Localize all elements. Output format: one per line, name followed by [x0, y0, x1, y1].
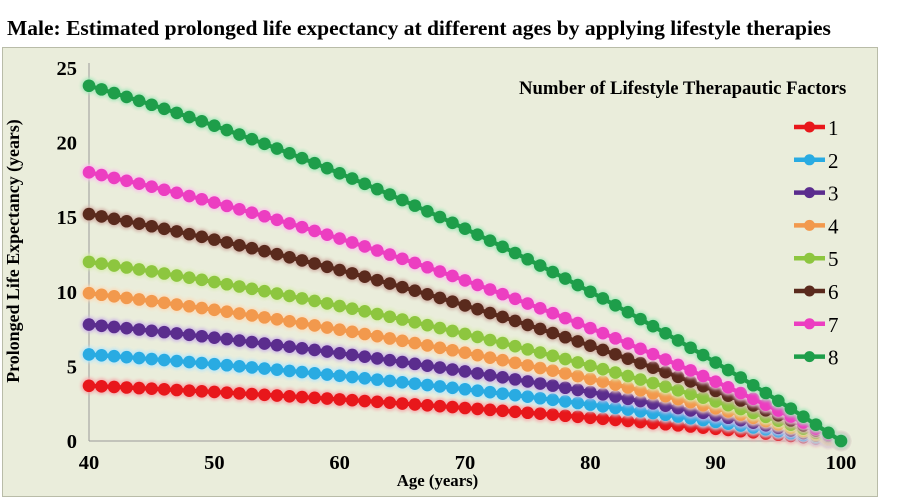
- svg-text:7: 7: [828, 313, 839, 337]
- svg-text:15: 15: [57, 207, 78, 229]
- svg-text:40: 40: [79, 452, 100, 474]
- svg-text:1: 1: [828, 116, 839, 140]
- svg-text:4: 4: [828, 214, 839, 238]
- svg-text:Age (years): Age (years): [397, 471, 479, 490]
- svg-text:60: 60: [329, 452, 350, 474]
- svg-text:2: 2: [828, 149, 839, 173]
- svg-text:90: 90: [705, 452, 726, 474]
- svg-text:0: 0: [67, 431, 77, 453]
- svg-text:25: 25: [57, 58, 78, 80]
- svg-text:5: 5: [828, 247, 839, 271]
- svg-text:8: 8: [828, 346, 839, 370]
- svg-text:Number of Lifestyle Therapauti: Number of Lifestyle Therapautic Factors: [519, 78, 846, 99]
- svg-text:Prolonged Life Expectancy (yea: Prolonged Life Expectancy (years): [3, 119, 24, 383]
- svg-text:100: 100: [826, 452, 857, 474]
- svg-text:5: 5: [67, 356, 77, 378]
- svg-text:50: 50: [204, 452, 225, 474]
- svg-text:80: 80: [580, 452, 601, 474]
- svg-text:10: 10: [57, 282, 78, 304]
- svg-text:20: 20: [57, 133, 78, 155]
- svg-text:3: 3: [828, 182, 839, 206]
- svg-text:6: 6: [828, 280, 839, 304]
